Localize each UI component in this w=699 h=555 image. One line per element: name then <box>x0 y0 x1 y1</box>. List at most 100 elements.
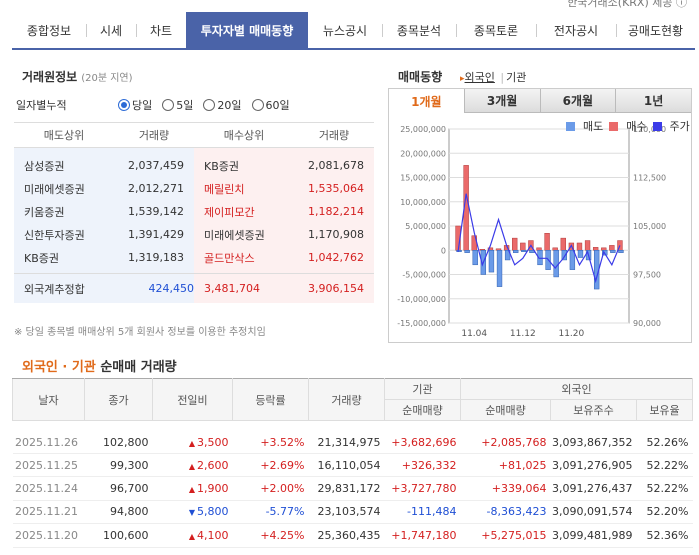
radio-circle-icon[interactable] <box>118 99 130 111</box>
cell-foreign-net: +5,275,015 <box>460 523 551 548</box>
sell-bar <box>618 250 624 253</box>
buy-broker-name[interactable]: KB증권 <box>204 159 239 173</box>
buy-bar <box>592 247 599 251</box>
period-radio-label: 당일 <box>132 99 153 112</box>
tab-3[interactable]: 투자자별 매매동향 <box>186 12 308 48</box>
buy-bar <box>512 237 518 251</box>
tab-1[interactable]: 시세 <box>86 12 136 48</box>
cell-rate: +2.00% <box>232 476 309 501</box>
chart-period-tab-0[interactable]: 1개월 <box>389 89 464 113</box>
period-radio-0[interactable]: 당일 <box>118 97 152 113</box>
radio-circle-icon[interactable] <box>162 99 175 111</box>
cell-ratio: 52.22% <box>636 476 693 501</box>
chart-period-tab-2[interactable]: 6개월 <box>539 89 616 113</box>
buy-broker-name[interactable]: 미래에셋증권 <box>204 228 265 242</box>
buy-broker-name[interactable]: 메릴린치 <box>204 182 245 196</box>
legend-label: 매수 <box>626 120 647 133</box>
foreign-sell-total: 424,450 <box>124 274 194 303</box>
th-ratio: 보유율 <box>636 399 693 421</box>
cell-inst-net: -111,484 <box>384 500 461 525</box>
broker-table-header: 매도상위 거래량 매수상위 거래량 <box>14 122 374 148</box>
buy-broker-row: 골드만삭스 1,042,762 <box>194 246 374 269</box>
sell-broker-name[interactable]: 신한투자증권 <box>24 228 85 242</box>
buy-broker-row: KB증권 2,081,678 <box>194 154 374 177</box>
link-institution[interactable]: 기관 <box>506 71 527 84</box>
sell-bar <box>561 250 567 261</box>
broker-info-title: 거래원정보 (20분 지연) <box>22 68 133 85</box>
y-left-tick: 0 <box>441 246 446 255</box>
cell-volume: 16,110,054 <box>308 453 385 478</box>
period-radio-1[interactable]: 5일 <box>162 97 193 113</box>
cell-close: 100,600 <box>84 523 153 548</box>
cell-date: 2025.11.21 <box>12 500 85 525</box>
cell-ratio: 52.36% <box>636 523 693 548</box>
cell-inst-net: +3,682,696 <box>384 420 461 454</box>
cell-inst-net: +3,727,780 <box>384 476 461 501</box>
sell-bar <box>472 250 478 266</box>
y-left-tick: 25,000,000 <box>400 125 446 134</box>
buy-broker-volume: 2,081,678 <box>308 159 364 172</box>
radio-circle-icon[interactable] <box>251 99 264 111</box>
th-date: 날자 <box>12 378 85 421</box>
period-label: 일자별누적 <box>16 99 67 112</box>
cell-volume: 25,360,435 <box>308 523 385 548</box>
cell-date: 2025.11.20 <box>12 523 85 548</box>
buy-broker-name[interactable]: 골드만삭스 <box>204 251 255 265</box>
buy-broker-row: 미래에셋증권 1,170,908 <box>194 223 374 246</box>
trend-chart: 25,000,000 20,000,000 15,000,000 10,000,000… <box>397 125 666 339</box>
th-rate: 등락률 <box>232 378 309 421</box>
cell-ratio: 52.22% <box>636 453 693 478</box>
radio-circle-icon[interactable] <box>203 99 216 111</box>
daily-table-title: 외국인 · 기관 순매매 거래량 <box>22 356 177 375</box>
y-left-tick: 10,000,000 <box>400 198 446 207</box>
buy-broker-name[interactable]: 제이피모간 <box>204 205 255 219</box>
period-radio-label: 5일 <box>176 99 194 112</box>
buy-bar <box>536 247 542 251</box>
chart-period-tab-3[interactable]: 1년 <box>615 89 691 113</box>
chart-period-tab-1[interactable]: 3개월 <box>463 89 540 113</box>
tab-0[interactable]: 종합정보 <box>26 23 72 38</box>
sell-broker-name[interactable]: 삼성증권 <box>24 159 65 173</box>
sell-broker-name[interactable]: KB증권 <box>24 251 59 265</box>
th-close: 종가 <box>84 378 153 421</box>
tab-5[interactable]: 종목분석 <box>382 12 456 48</box>
period-radio-2[interactable]: 20일 <box>203 97 242 113</box>
buy-bar <box>576 242 583 251</box>
daily-trading-table: 날자 종가 전일비 등락률 거래량 기관 외국인 순매매량 순매매량 보유주수 … <box>12 378 693 548</box>
sell-broker-name[interactable]: 미래에셋증권 <box>24 182 85 196</box>
link-foreign[interactable]: 외국인 <box>464 71 495 84</box>
cell-close: 102,800 <box>84 420 153 454</box>
cell-change: 1,900 <box>152 476 233 501</box>
period-radio-3[interactable]: 60일 <box>251 97 290 113</box>
header-top-buyers: 매수상위 <box>223 129 265 142</box>
buy-broker-row: 제이피모간 1,182,214 <box>194 200 374 223</box>
th-change: 전일비 <box>152 378 233 421</box>
period-radio-label: 20일 <box>217 99 242 112</box>
sell-broker-volume: 1,319,183 <box>128 251 184 264</box>
th-foreign-net: 순매매량 <box>460 399 551 421</box>
link-divider: | <box>500 71 505 84</box>
x-tick: 11.20 <box>558 329 584 339</box>
buy-bar <box>601 247 607 251</box>
buy-broker-volume: 1,182,214 <box>308 205 364 218</box>
sell-bar <box>577 250 584 258</box>
tab-8[interactable]: 공매도현황 <box>616 12 695 48</box>
cell-holdings: 3,093,867,352 <box>550 420 637 454</box>
tab-2[interactable]: 차트 <box>136 12 186 48</box>
daily-title-suffix: 순매매 거래량 <box>100 360 177 375</box>
investor-links: ▸외국인 | 기관 <box>460 69 526 85</box>
tab-7[interactable]: 전자공시 <box>536 12 616 48</box>
sell-broker-name[interactable]: 키움증권 <box>24 205 65 219</box>
legend-label: 주가 <box>669 120 690 133</box>
table-row: 2025.11.20100,6004,100+4.25%25,360,435+1… <box>12 523 693 548</box>
y-left-tick: -5,000,000 <box>402 271 446 280</box>
cell-change: 2,600 <box>152 453 233 478</box>
delay-note: (20분 지연) <box>81 73 133 84</box>
y-left-tick: 5,000,000 <box>405 222 446 231</box>
buy-bar <box>560 237 566 251</box>
chart-period-tabs: 1개월 3개월 6개월 1년 <box>389 89 691 113</box>
trading-trend-title: 매매동향 <box>398 70 443 84</box>
tab-6[interactable]: 종목토론 <box>456 12 536 48</box>
tab-4[interactable]: 뉴스공시 <box>322 23 368 38</box>
cell-date: 2025.11.25 <box>12 453 85 478</box>
